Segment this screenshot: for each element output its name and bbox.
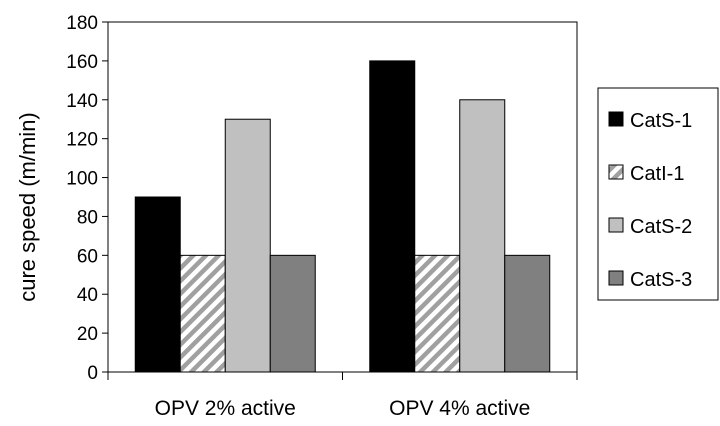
bar-cats-1-2 [369, 60, 416, 373]
y-tick-label: 120 [66, 130, 98, 151]
y-tick-label: 100 [66, 169, 98, 190]
legend-swatch-cati-1 [608, 164, 624, 180]
y-tick-label: 160 [66, 52, 98, 73]
legend-label-cats-2: CatS-2 [630, 216, 692, 238]
y-tick-label: 60 [77, 246, 98, 267]
bar-cats-2-1 [224, 118, 271, 373]
bar-cats-2-2 [459, 99, 506, 373]
legend: CatS-1 CatI-1 CatS-2 CatS-3 [597, 87, 719, 301]
legend-swatch-cats-2 [608, 217, 624, 233]
bar-cati-1-2 [414, 254, 461, 373]
y-tick-label: 20 [77, 324, 98, 345]
x-category-label: OPV 2% active [155, 397, 296, 420]
bar-cats-3-2 [504, 254, 551, 373]
legend-swatch-cats-3 [608, 270, 624, 286]
y-tick-label: 180 [66, 13, 98, 34]
bar-cats-3-1 [269, 254, 316, 373]
legend-label-cats-3: CatS-3 [630, 269, 692, 291]
y-tick-label: 40 [77, 285, 98, 306]
legend-swatch-cats-1 [608, 111, 624, 127]
y-tick-label: 140 [66, 91, 98, 112]
bar-cati-1-1 [179, 254, 226, 373]
x-category-label: OPV 4% active [389, 397, 530, 420]
legend-label-cati-1: CatI-1 [630, 163, 684, 185]
legend-label-cats-1: CatS-1 [630, 110, 692, 132]
plot-area: 0 20 40 60 80 100 120 140 160 180 OPV 2% active OPV… [66, 13, 578, 420]
y-tick-label: 80 [77, 207, 98, 228]
y-axis-label: cure speed (m/min) [15, 112, 40, 302]
y-tick-label: 0 [87, 363, 98, 384]
bar-cats-1-1 [134, 196, 181, 373]
